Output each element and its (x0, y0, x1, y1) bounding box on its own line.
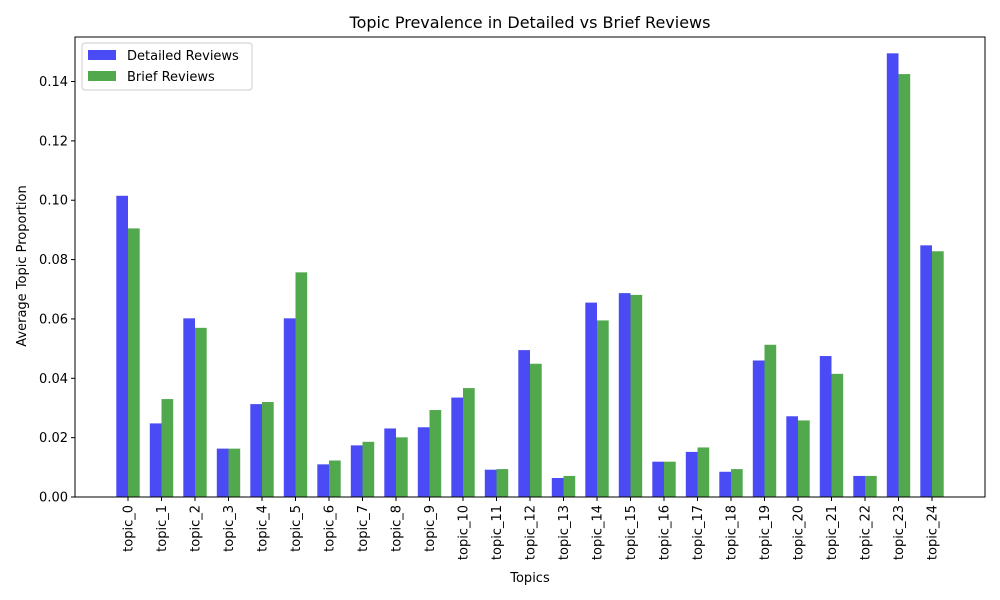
x-tick-label: topic_8 (390, 505, 405, 552)
bar-detailed-topic_22 (853, 475, 865, 497)
bar-brief-topic_11 (496, 469, 509, 497)
bar-brief-topic_13 (563, 475, 576, 497)
bar-brief-topic_16 (664, 461, 676, 497)
bar-detailed-topic_7 (350, 445, 363, 497)
bar-detailed-topic_17 (685, 451, 698, 497)
y-tick-label: 0.14 (39, 75, 68, 90)
y-axis-title: Average Topic Proportion (15, 185, 30, 346)
bar-brief-topic_14 (597, 320, 609, 497)
x-tick-label: topic_6 (323, 505, 338, 552)
bar-detailed-topic_21 (819, 356, 832, 497)
x-tick-label: topic_20 (792, 505, 807, 560)
x-tick-label: topic_13 (557, 505, 572, 560)
bar-detailed-topic_11 (484, 469, 497, 497)
x-tick-label: topic_1 (155, 505, 170, 552)
x-axis-title: Topics (509, 571, 550, 586)
chart-title: Topic Prevalence in Detailed vs Brief Re… (349, 13, 711, 32)
x-tick-label: topic_16 (658, 505, 673, 560)
x-tick-label: topic_21 (825, 505, 840, 560)
x-tick-label: topic_22 (859, 505, 874, 560)
legend-box (81, 42, 253, 91)
bar-detailed-topic_6 (317, 464, 329, 497)
legend-label: Detailed Reviews (127, 49, 239, 64)
x-tick-label: topic_12 (524, 505, 539, 560)
y-tick-label: 0.04 (39, 372, 68, 387)
bar-detailed-topic_1 (149, 423, 162, 497)
legend: Detailed Reviews Brief Reviews (81, 42, 253, 91)
bar-detailed-topic_8 (384, 428, 396, 497)
x-tick-label: topic_0 (122, 505, 137, 552)
bar-detailed-topic_12 (518, 350, 530, 497)
y-tick-label: 0.08 (39, 253, 68, 268)
bar-detailed-topic_19 (752, 360, 765, 497)
bar-detailed-topic_5 (283, 318, 296, 497)
bar-detailed-topic_23 (886, 53, 899, 498)
bar-detailed-topic_4 (250, 404, 262, 497)
legend-swatch (88, 50, 116, 60)
bar-brief-topic_15 (630, 294, 643, 497)
bar-brief-topic_5 (295, 272, 308, 497)
x-tick-label: topic_7 (356, 505, 371, 552)
bar-detailed-topic_2 (183, 318, 195, 497)
x-tick-label: topic_9 (423, 505, 438, 552)
x-tick-label: topic_3 (222, 505, 237, 552)
bar-detailed-topic_3 (216, 448, 229, 497)
bar-brief-topic_10 (463, 388, 475, 497)
bar-detailed-topic_24 (920, 245, 932, 497)
bar-detailed-topic_10 (451, 397, 463, 497)
x-tick-label: topic_4 (256, 505, 271, 552)
x-tick-label: topic_19 (758, 505, 773, 560)
y-tick-label: 0.12 (39, 134, 68, 149)
x-tick-label: topic_24 (926, 505, 941, 560)
bar-brief-topic_7 (362, 441, 375, 497)
bar-brief-topic_12 (530, 363, 542, 497)
y-tick-label: 0.00 (39, 491, 68, 506)
bar-detailed-topic_9 (417, 427, 430, 497)
bar-brief-topic_21 (831, 373, 844, 497)
x-tick-label: topic_14 (591, 505, 606, 560)
legend-swatch (88, 71, 116, 81)
bar-detailed-topic_15 (618, 293, 631, 497)
bar-brief-topic_20 (798, 420, 810, 497)
bar-brief-topic_9 (429, 410, 442, 497)
x-tick-label: topic_18 (725, 505, 740, 560)
bar-brief-topic_17 (697, 447, 710, 497)
bar-brief-topic_8 (396, 437, 408, 497)
bar-brief-topic_19 (764, 344, 777, 497)
x-tick-label: topic_2 (189, 505, 204, 552)
bar-brief-topic_3 (228, 448, 241, 497)
bar-brief-topic_22 (865, 475, 877, 497)
y-tick-label: 0.10 (39, 194, 68, 209)
x-tick-label: topic_23 (892, 505, 907, 560)
bar-detailed-topic_18 (719, 471, 731, 497)
y-tick-label: 0.06 (39, 312, 68, 327)
bar-brief-topic_4 (262, 402, 274, 497)
bar-detailed-topic_13 (551, 478, 564, 497)
bar-detailed-topic_20 (786, 416, 798, 497)
bar-detailed-topic_0 (116, 195, 128, 497)
x-tick-label: topic_10 (457, 505, 472, 560)
bar-brief-topic_24 (932, 251, 944, 497)
y-tick-label: 0.02 (39, 431, 68, 446)
bar-detailed-topic_16 (652, 461, 664, 497)
bar-brief-topic_18 (731, 469, 743, 497)
plot-area: 0.00 0.02 0.04 0.06 0.08 0.10 0.12 0.14 topic_0 t… (39, 36, 986, 560)
bar-brief-topic_1 (161, 399, 174, 497)
legend-label: Brief Reviews (127, 70, 215, 85)
bar-detailed-topic_14 (585, 302, 597, 497)
bar-brief-topic_0 (128, 228, 140, 497)
bar-brief-topic_6 (329, 460, 341, 497)
x-tick-label: topic_15 (624, 505, 639, 560)
x-tick-label: topic_11 (490, 505, 505, 560)
x-tick-label: topic_5 (289, 505, 304, 552)
bar-brief-topic_2 (195, 327, 207, 497)
x-tick-label: topic_17 (691, 505, 706, 560)
bar-brief-topic_23 (898, 74, 911, 497)
